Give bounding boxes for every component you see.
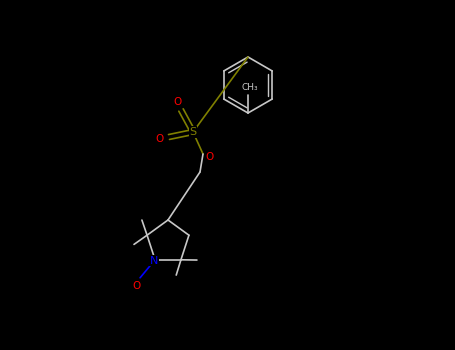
Text: N: N xyxy=(150,256,158,266)
Text: O: O xyxy=(132,281,140,291)
Text: CH₃: CH₃ xyxy=(242,84,258,92)
Text: O: O xyxy=(206,152,214,162)
Text: O: O xyxy=(173,97,181,107)
Text: O: O xyxy=(155,134,163,144)
Text: S: S xyxy=(189,127,197,137)
